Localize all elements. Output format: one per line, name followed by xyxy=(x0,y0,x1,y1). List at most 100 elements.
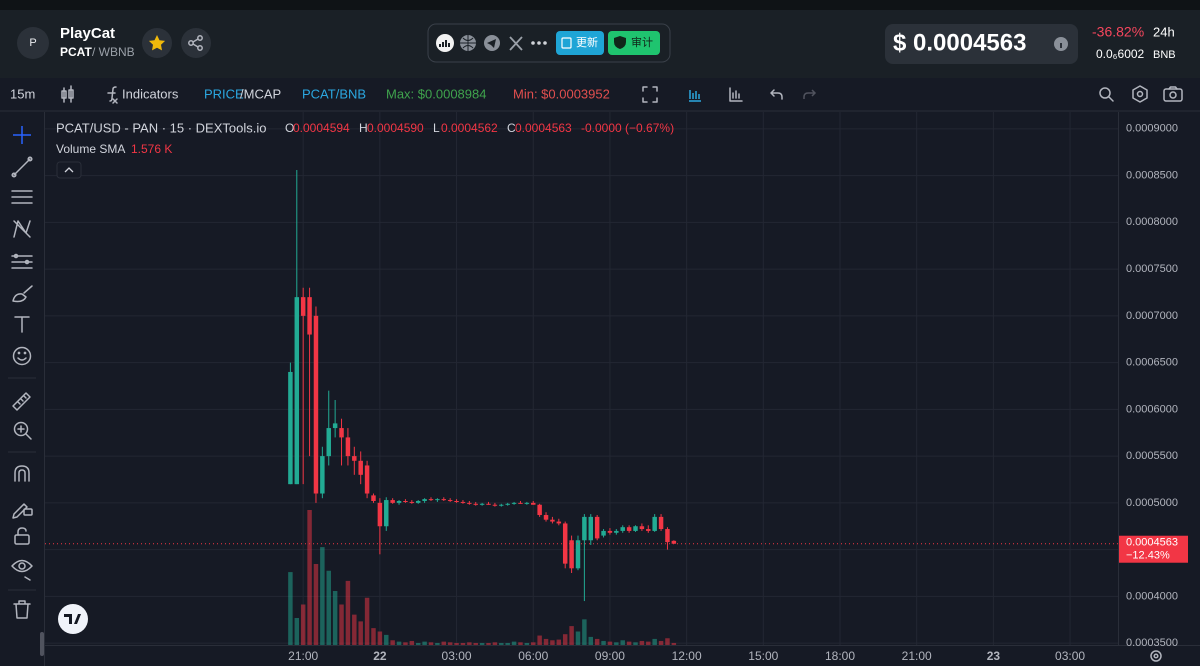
mcap-toggle[interactable]: /MCAP xyxy=(240,86,281,101)
candle-body xyxy=(352,456,357,461)
x-tick-label: 22 xyxy=(373,649,387,663)
volume-bar xyxy=(326,570,331,645)
volume-bar xyxy=(371,628,376,645)
brush-tool[interactable] xyxy=(12,285,33,303)
axes: 0.00035000.00040000.00045000.00050000.00… xyxy=(288,123,1188,663)
ruler-tool[interactable] xyxy=(12,392,31,411)
y-tick-label: 0.0005000 xyxy=(1126,497,1178,509)
fib-tool[interactable] xyxy=(11,190,33,204)
candle-body xyxy=(307,297,312,335)
bars-icon[interactable] xyxy=(689,90,701,102)
axis-settings[interactable] xyxy=(1150,650,1162,662)
volume-bar xyxy=(633,642,638,645)
zoom-tool[interactable] xyxy=(13,421,32,440)
x-link[interactable] xyxy=(509,36,523,51)
volume-bar xyxy=(409,640,415,645)
current-price: $ 0.0004563 xyxy=(893,29,1026,56)
interval[interactable]: 15m xyxy=(10,86,35,101)
volume-bar xyxy=(569,626,574,645)
emoji-tool[interactable] xyxy=(12,346,32,366)
candle-body xyxy=(543,515,549,520)
legend-key: H xyxy=(359,121,368,135)
camera-icon[interactable] xyxy=(1163,86,1183,102)
volume-bar xyxy=(384,634,389,645)
candle-body xyxy=(594,516,600,539)
delete-tool[interactable] xyxy=(13,600,31,619)
indicators-button[interactable]: Indicators xyxy=(122,86,179,101)
drawing-toolbar xyxy=(0,112,44,666)
candle-body xyxy=(339,428,344,438)
visibility-tool[interactable] xyxy=(11,559,33,581)
share-icon xyxy=(188,35,203,51)
candle-body xyxy=(473,503,478,505)
volume-bar xyxy=(428,642,434,645)
magnet-tool[interactable] xyxy=(14,465,30,482)
forecast-tool[interactable] xyxy=(11,253,33,269)
undo-icon[interactable] xyxy=(770,89,783,100)
last-price-label: 0.0004563 xyxy=(1126,537,1178,549)
ohlc-legend: O0.0004594 H 0.0004590 L 0.0004562 C 0.0004563 xyxy=(285,121,572,135)
redo-icon xyxy=(803,89,817,99)
price-change: -36.82% xyxy=(1092,24,1144,40)
y-tick-label: 0.0005500 xyxy=(1126,450,1178,462)
x-tick-label: 03:00 xyxy=(1055,649,1085,663)
edit-icon xyxy=(561,37,572,49)
search-icon[interactable] xyxy=(1099,87,1114,102)
legend-value: 0.0004590 xyxy=(367,121,424,135)
price-toggle[interactable]: PRICE xyxy=(204,86,244,101)
volume-bar xyxy=(562,634,568,645)
candle-body xyxy=(658,516,664,530)
token-quote: / WBNB xyxy=(92,45,135,59)
volume-bar xyxy=(473,642,478,645)
share-button[interactable] xyxy=(181,28,211,58)
native-price: 0.0₆6002 xyxy=(1096,47,1145,61)
candle-body xyxy=(332,423,338,429)
more-button[interactable] xyxy=(531,41,547,45)
volume-bar xyxy=(524,642,530,645)
trendline-tool[interactable] xyxy=(11,156,33,178)
audit-label: 审计 xyxy=(631,35,653,49)
candle-body xyxy=(486,503,491,505)
volume-bar xyxy=(415,642,421,645)
collapse-legend[interactable] xyxy=(56,161,82,179)
candle-body xyxy=(396,500,402,503)
volume-bar xyxy=(537,635,542,645)
change-period: 24h xyxy=(1153,24,1175,39)
text-tool[interactable] xyxy=(14,316,30,333)
x-tick-label: 23 xyxy=(987,649,1001,663)
volume-bar xyxy=(639,640,645,645)
candle-body xyxy=(607,530,613,533)
volume-bar xyxy=(626,641,632,645)
tradingview-logo[interactable] xyxy=(58,604,88,634)
volume-bar xyxy=(313,564,319,645)
compare-icon[interactable] xyxy=(729,87,743,102)
volume-bar xyxy=(460,642,466,645)
y-tick-label: 0.0004000 xyxy=(1126,590,1178,602)
lock-draw-tool[interactable] xyxy=(12,503,33,519)
candle-body xyxy=(479,503,485,505)
chart-type-icon[interactable] xyxy=(61,85,74,103)
pair-toggle[interactable]: PCAT/BNB xyxy=(302,86,366,101)
dextools-icon xyxy=(439,40,450,47)
crosshair-tool[interactable] xyxy=(13,126,31,144)
candle-body xyxy=(671,540,677,544)
volume-bar xyxy=(422,641,427,645)
update-button[interactable] xyxy=(556,31,604,55)
pattern-tool[interactable] xyxy=(13,220,31,238)
candle-body xyxy=(518,502,523,504)
candle-body xyxy=(646,529,651,531)
telegram-icon xyxy=(487,39,496,48)
y-tick-label: 0.0007500 xyxy=(1126,263,1178,275)
last-price-tag xyxy=(1119,535,1188,563)
volume-bar xyxy=(511,641,517,645)
plot-area xyxy=(45,112,1118,645)
x-tick-label: 03:00 xyxy=(442,649,472,663)
lock-tool[interactable] xyxy=(14,527,30,545)
volume-bar xyxy=(441,641,447,645)
fullscreen-icon[interactable] xyxy=(642,86,658,103)
volume-bar xyxy=(594,638,600,645)
volume-bar xyxy=(582,619,587,645)
settings-icon[interactable] xyxy=(1132,85,1148,103)
volume-bar xyxy=(588,636,594,645)
x-tick-label: 12:00 xyxy=(672,649,702,663)
